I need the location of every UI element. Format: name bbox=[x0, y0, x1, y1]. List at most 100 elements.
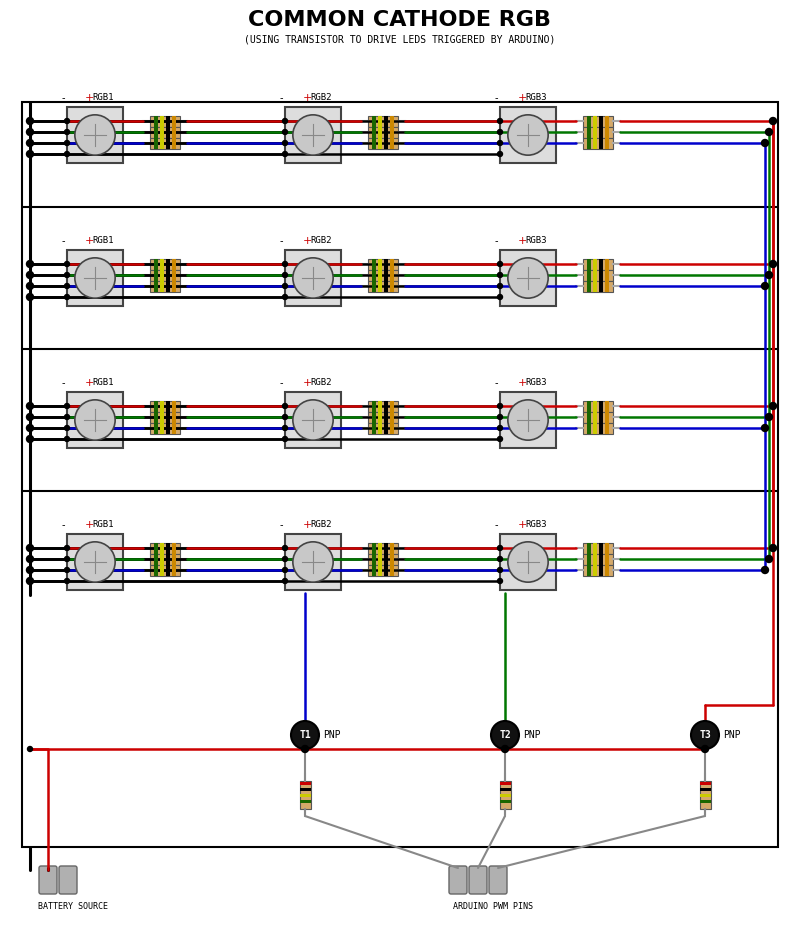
Bar bbox=[390, 138, 394, 148]
Circle shape bbox=[282, 436, 287, 442]
Bar bbox=[605, 116, 609, 126]
Bar bbox=[67, 534, 123, 590]
Bar bbox=[384, 280, 387, 292]
Circle shape bbox=[26, 556, 34, 562]
Bar bbox=[160, 116, 163, 126]
Circle shape bbox=[498, 129, 502, 135]
Bar bbox=[390, 270, 394, 280]
Text: -: - bbox=[279, 93, 283, 103]
Bar bbox=[378, 258, 382, 270]
Circle shape bbox=[766, 128, 773, 136]
Bar bbox=[699, 793, 710, 797]
Bar bbox=[605, 280, 609, 292]
Bar bbox=[583, 411, 613, 423]
Bar bbox=[587, 564, 590, 576]
Bar bbox=[22, 102, 778, 847]
Bar bbox=[378, 554, 382, 564]
Text: +: + bbox=[85, 236, 94, 246]
Circle shape bbox=[26, 260, 34, 268]
Text: RGB3: RGB3 bbox=[526, 378, 547, 387]
Circle shape bbox=[65, 414, 70, 420]
Bar bbox=[384, 401, 387, 411]
Text: RGB3: RGB3 bbox=[526, 520, 547, 529]
Circle shape bbox=[75, 400, 115, 440]
Circle shape bbox=[75, 257, 115, 298]
Bar bbox=[390, 411, 394, 423]
Bar bbox=[390, 116, 394, 126]
Bar bbox=[299, 781, 310, 809]
Bar bbox=[172, 411, 175, 423]
Circle shape bbox=[282, 414, 287, 420]
Bar bbox=[160, 126, 163, 138]
Bar bbox=[166, 126, 170, 138]
Bar bbox=[599, 126, 602, 138]
Bar bbox=[593, 564, 597, 576]
Bar bbox=[587, 401, 590, 411]
Bar bbox=[154, 411, 158, 423]
Bar bbox=[67, 107, 123, 163]
Circle shape bbox=[770, 260, 777, 268]
Bar bbox=[593, 126, 597, 138]
Bar bbox=[599, 554, 602, 564]
Bar bbox=[378, 116, 382, 126]
Bar bbox=[587, 423, 590, 433]
Bar bbox=[390, 401, 394, 411]
Bar bbox=[172, 270, 175, 280]
Bar bbox=[378, 126, 382, 138]
Bar bbox=[583, 126, 613, 138]
Bar bbox=[699, 782, 710, 785]
Bar bbox=[583, 423, 613, 433]
Bar bbox=[384, 258, 387, 270]
Bar bbox=[372, 564, 375, 576]
Text: -: - bbox=[279, 236, 283, 246]
Text: -: - bbox=[62, 520, 65, 530]
Circle shape bbox=[65, 579, 70, 583]
Bar bbox=[593, 270, 597, 280]
Bar bbox=[150, 423, 180, 433]
Bar bbox=[299, 800, 310, 803]
Text: -: - bbox=[279, 378, 283, 388]
Circle shape bbox=[65, 119, 70, 124]
Bar bbox=[599, 280, 602, 292]
Bar bbox=[299, 782, 310, 785]
Text: RGB3: RGB3 bbox=[526, 236, 547, 245]
Circle shape bbox=[770, 403, 777, 409]
Circle shape bbox=[498, 436, 502, 442]
Bar bbox=[372, 423, 375, 433]
Bar bbox=[372, 116, 375, 126]
Circle shape bbox=[65, 404, 70, 408]
Bar bbox=[583, 401, 613, 411]
Bar bbox=[150, 401, 180, 411]
Bar bbox=[172, 280, 175, 292]
Bar bbox=[378, 401, 382, 411]
Circle shape bbox=[26, 413, 34, 421]
Bar bbox=[587, 270, 590, 280]
Circle shape bbox=[702, 746, 709, 752]
Circle shape bbox=[26, 118, 34, 124]
Circle shape bbox=[508, 542, 548, 582]
Text: RGB2: RGB2 bbox=[310, 378, 332, 387]
Bar bbox=[368, 423, 398, 433]
Circle shape bbox=[282, 129, 287, 135]
Circle shape bbox=[498, 579, 502, 583]
Text: COMMON CATHODE RGB: COMMON CATHODE RGB bbox=[249, 10, 551, 30]
Bar bbox=[150, 116, 180, 126]
Bar bbox=[378, 423, 382, 433]
Circle shape bbox=[282, 426, 287, 430]
Bar bbox=[500, 250, 556, 306]
Bar bbox=[699, 800, 710, 803]
Bar bbox=[160, 270, 163, 280]
Bar bbox=[384, 138, 387, 148]
Circle shape bbox=[770, 118, 777, 124]
Bar bbox=[368, 280, 398, 292]
Bar bbox=[593, 554, 597, 564]
Bar bbox=[699, 781, 710, 809]
Text: +: + bbox=[518, 378, 527, 388]
Text: +: + bbox=[518, 520, 527, 530]
Bar bbox=[150, 138, 180, 148]
Text: -: - bbox=[62, 93, 65, 103]
Bar bbox=[384, 270, 387, 280]
Bar bbox=[154, 280, 158, 292]
Circle shape bbox=[65, 273, 70, 277]
Text: +: + bbox=[85, 93, 94, 103]
